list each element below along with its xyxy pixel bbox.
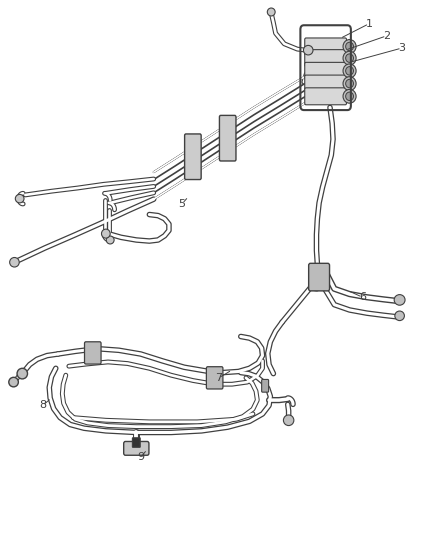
Ellipse shape <box>10 257 19 267</box>
Ellipse shape <box>346 79 353 88</box>
FancyBboxPatch shape <box>219 115 236 161</box>
Ellipse shape <box>343 64 356 78</box>
Ellipse shape <box>346 92 353 101</box>
FancyBboxPatch shape <box>305 62 346 79</box>
Text: 9: 9 <box>137 453 144 463</box>
Ellipse shape <box>9 377 18 387</box>
FancyBboxPatch shape <box>124 441 149 455</box>
FancyBboxPatch shape <box>261 379 268 392</box>
FancyBboxPatch shape <box>132 438 140 447</box>
Ellipse shape <box>395 311 404 320</box>
FancyBboxPatch shape <box>185 134 201 180</box>
Text: 5: 5 <box>179 199 186 209</box>
FancyBboxPatch shape <box>305 50 346 67</box>
Ellipse shape <box>343 51 356 65</box>
Text: 6: 6 <box>359 292 366 302</box>
Ellipse shape <box>102 229 110 238</box>
Ellipse shape <box>106 236 114 244</box>
FancyBboxPatch shape <box>305 38 346 55</box>
FancyBboxPatch shape <box>305 75 346 92</box>
Ellipse shape <box>304 45 313 55</box>
FancyBboxPatch shape <box>309 263 329 291</box>
Ellipse shape <box>346 54 353 62</box>
FancyBboxPatch shape <box>85 342 101 364</box>
Text: 3: 3 <box>398 43 405 53</box>
Ellipse shape <box>346 42 353 51</box>
Ellipse shape <box>283 415 294 425</box>
FancyBboxPatch shape <box>206 367 223 389</box>
Ellipse shape <box>343 77 356 91</box>
Ellipse shape <box>343 90 356 103</box>
Ellipse shape <box>394 295 405 305</box>
Ellipse shape <box>346 67 353 75</box>
Text: 2: 2 <box>383 31 390 41</box>
Ellipse shape <box>343 39 356 53</box>
Ellipse shape <box>267 8 275 16</box>
Ellipse shape <box>17 368 28 379</box>
Ellipse shape <box>15 195 24 203</box>
Text: 1: 1 <box>366 19 373 29</box>
FancyBboxPatch shape <box>305 88 346 105</box>
Text: 8: 8 <box>39 400 46 410</box>
Text: 7: 7 <box>215 373 223 383</box>
